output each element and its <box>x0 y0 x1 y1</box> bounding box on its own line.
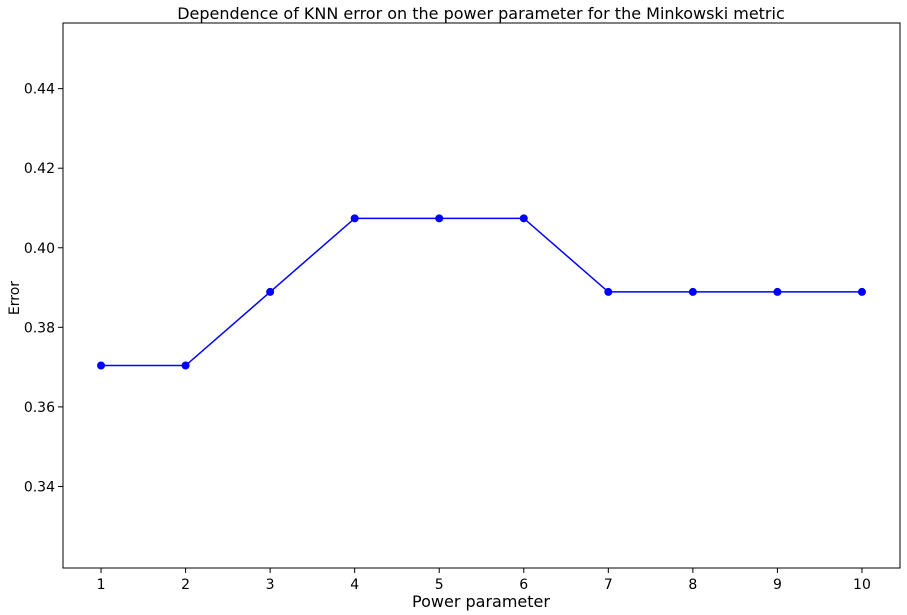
data-point <box>773 287 782 296</box>
x-tick-label: 4 <box>350 577 359 593</box>
y-tick-label: 0.36 <box>24 400 55 416</box>
x-tick-label: 9 <box>773 577 782 593</box>
y-tick-label: 0.38 <box>24 320 55 336</box>
series-layer <box>97 214 866 370</box>
x-tick-label: 3 <box>266 577 275 593</box>
data-point <box>604 287 613 296</box>
x-tick-label: 1 <box>97 577 106 593</box>
x-tick-label: 8 <box>688 577 697 593</box>
y-tick-label: 0.42 <box>24 161 55 177</box>
data-point <box>435 214 444 223</box>
series-line <box>101 217 862 367</box>
x-tick-label: 6 <box>519 577 528 593</box>
x-tick-label: 2 <box>181 577 190 593</box>
y-tick-label: 0.40 <box>24 241 55 257</box>
data-point <box>181 361 190 370</box>
x-tick-label: 7 <box>604 577 613 593</box>
x-tick-label: 5 <box>435 577 444 593</box>
data-point <box>857 287 866 296</box>
data-point <box>97 361 106 370</box>
x-axis: 1 2 3 4 5 6 7 8 9 10 <box>97 568 871 593</box>
data-point <box>350 214 359 223</box>
y-axis: 0.34 0.36 0.38 0.40 0.42 0.44 <box>24 82 63 495</box>
chart-title: Dependence of KNN error on the power par… <box>177 4 785 23</box>
data-point <box>266 287 275 296</box>
data-point <box>519 214 528 223</box>
y-tick-label: 0.44 <box>24 82 55 98</box>
y-axis-label: Error <box>7 281 23 315</box>
data-point <box>688 287 697 296</box>
y-tick-label: 0.34 <box>24 479 55 495</box>
x-tick-label: 10 <box>853 577 871 593</box>
plot-area <box>62 22 901 569</box>
x-axis-label: Power parameter <box>412 592 550 611</box>
